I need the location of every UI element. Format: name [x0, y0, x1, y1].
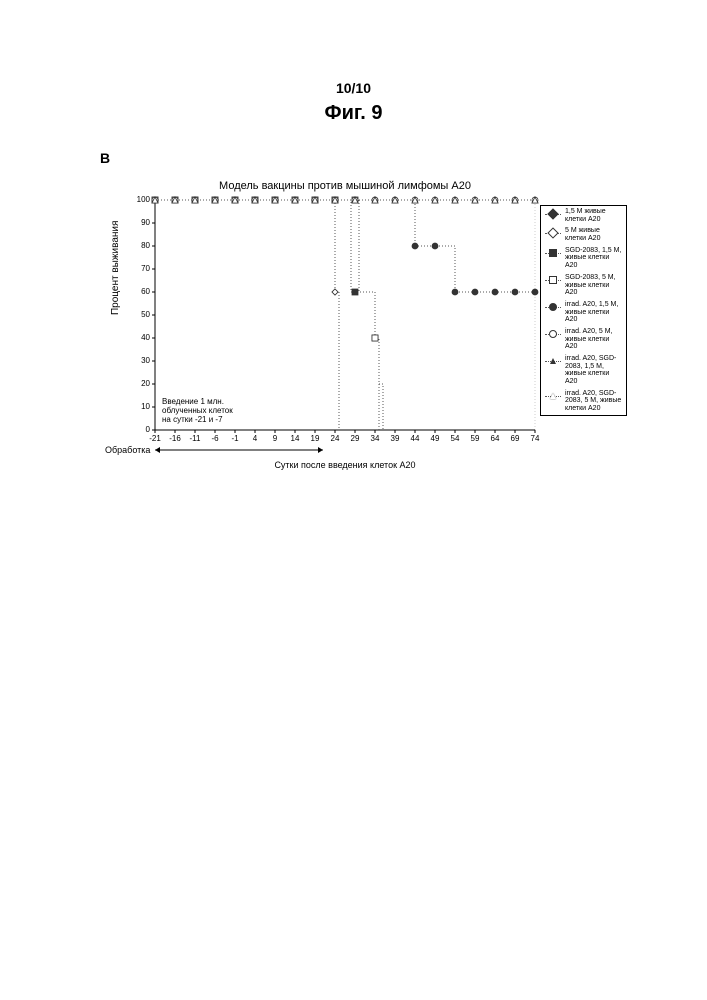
x-tick: 4 [245, 434, 265, 443]
x-tick: 54 [445, 434, 465, 443]
x-tick: -1 [225, 434, 245, 443]
x-tick: -16 [165, 434, 185, 443]
legend-label: SGD-2083, 5 M, живые клетки A20 [565, 274, 622, 297]
y-tick: 70 [125, 264, 150, 273]
x-tick: 64 [485, 434, 505, 443]
x-tick: 69 [505, 434, 525, 443]
legend-item: SGD-2083, 1,5 M, живые клетки A20 [541, 245, 626, 272]
y-tick: 20 [125, 379, 150, 388]
y-tick: 60 [125, 287, 150, 296]
x-tick: 39 [385, 434, 405, 443]
legend-item: 1,5 M живые клетки A20 [541, 206, 626, 225]
x-tick: -6 [205, 434, 225, 443]
y-tick: 0 [125, 425, 150, 434]
y-tick: 10 [125, 402, 150, 411]
x-tick: 24 [325, 434, 345, 443]
legend-label: 5 M живые клетки A20 [565, 227, 622, 242]
y-tick: 50 [125, 310, 150, 319]
x-tick: -11 [185, 434, 205, 443]
legend-item: SGD-2083, 5 M, живые клетки A20 [541, 272, 626, 299]
x-tick: 14 [285, 434, 305, 443]
page: 10/10 Фиг. 9 B Модель вакцины против мыш… [0, 0, 707, 1000]
x-tick: 44 [405, 434, 425, 443]
treatment-label: Обработка [105, 445, 150, 455]
legend: 1,5 M живые клетки A20 5 M живые клетки A… [540, 205, 627, 416]
x-tick: 49 [425, 434, 445, 443]
y-tick: 40 [125, 333, 150, 342]
x-tick: 19 [305, 434, 325, 443]
legend-label: irrad. A20, SGD-2083, 1,5 M, живые клетк… [565, 355, 622, 386]
y-tick: 90 [125, 218, 150, 227]
legend-item: irrad. A20, SGD-2083, 5 M, живые клетки … [541, 388, 626, 415]
y-tick: 80 [125, 241, 150, 250]
legend-item: irrad. A20, SGD-2083, 1,5 M, живые клетк… [541, 353, 626, 388]
chart-annotation: Введение 1 млн. облученных клеток на сут… [162, 398, 242, 424]
x-tick: 59 [465, 434, 485, 443]
x-tick: 9 [265, 434, 285, 443]
legend-label: irrad. A20, SGD-2083, 5 M, живые клетки … [565, 390, 622, 413]
x-axis-label: Сутки после введения клеток A20 [155, 460, 535, 470]
y-tick: 100 [125, 195, 150, 204]
x-tick: -21 [145, 434, 165, 443]
x-tick: 74 [525, 434, 545, 443]
y-tick: 30 [125, 356, 150, 365]
legend-item: irrad. A20, 1,5 M, живые клетки A20 [541, 299, 626, 326]
survival-chart [0, 0, 707, 1000]
legend-item: irrad. A20, 5 M, живые клетки A20 [541, 326, 626, 353]
legend-item: 5 M живые клетки A20 [541, 225, 626, 244]
legend-label: irrad. A20, 5 M, живые клетки A20 [565, 328, 622, 351]
legend-label: irrad. A20, 1,5 M, живые клетки A20 [565, 301, 622, 324]
x-tick: 34 [365, 434, 385, 443]
legend-label: 1,5 M живые клетки A20 [565, 208, 622, 223]
legend-label: SGD-2083, 1,5 M, живые клетки A20 [565, 247, 622, 270]
x-tick: 29 [345, 434, 365, 443]
treatment-row: Обработка [105, 445, 150, 455]
y-axis-label: Процент выживания [110, 221, 121, 315]
